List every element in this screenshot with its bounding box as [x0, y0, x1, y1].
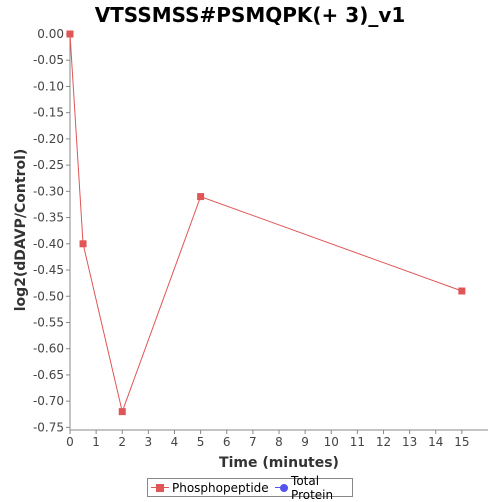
x-tick-label: 12 — [376, 435, 391, 449]
data-point — [66, 30, 74, 38]
y-tick-label: -0.20 — [33, 132, 64, 146]
x-tick-label: 5 — [197, 435, 205, 449]
x-axis-label: Time (minutes) — [219, 455, 339, 471]
x-tick-label: 13 — [402, 435, 417, 449]
x-tick-label: 2 — [118, 435, 126, 449]
x-tick-label: 3 — [145, 435, 153, 449]
x-tick-label: 15 — [454, 435, 469, 449]
x-tick-label: 6 — [223, 435, 231, 449]
y-tick-label: -0.30 — [33, 184, 64, 198]
y-tick-label: -0.10 — [33, 79, 64, 93]
y-tick-label: -0.55 — [33, 315, 64, 329]
y-tick-label: -0.35 — [33, 211, 64, 225]
data-point — [458, 287, 466, 295]
y-tick-label: -0.05 — [33, 53, 64, 67]
y-tick-label: -0.60 — [33, 342, 64, 356]
chart-title: VTSSMSS#PSMQPK(+ 3)_v1 — [94, 3, 406, 27]
legend-item-total-protein: Total Protein — [274, 473, 346, 502]
x-tick-label: 9 — [301, 435, 309, 449]
x-tick-label: 11 — [350, 435, 365, 449]
data-point — [79, 240, 87, 248]
y-tick-label: -0.50 — [33, 289, 64, 303]
x-tick-label: 7 — [249, 435, 257, 449]
y-tick-label: -0.75 — [33, 420, 64, 434]
legend: Phosphopeptide Total Protein — [147, 474, 353, 502]
y-tick-label: 0.00 — [37, 27, 64, 41]
x-tick-label: 10 — [324, 435, 339, 449]
y-tick-label: -0.70 — [33, 394, 64, 408]
y-tick-label: -0.15 — [33, 106, 64, 120]
total-protein-legend-marker — [274, 483, 289, 493]
series-layer — [66, 30, 466, 416]
x-tick-label: 4 — [171, 435, 179, 449]
y-tick-label: -0.45 — [33, 263, 64, 277]
legend-label-phosphopeptide: Phosphopeptide — [172, 480, 269, 495]
x-tick-label: 0 — [66, 435, 74, 449]
data-point — [118, 408, 126, 416]
x-tick-label: 14 — [428, 435, 443, 449]
x-tick-label: 8 — [275, 435, 283, 449]
series-line-0 — [69, 33, 463, 414]
axes: 0.00 -0.05 -0.10 -0.15 -0.20 -0.25 -0.30 -0.35 -… — [33, 27, 488, 449]
y-tick-label: -0.40 — [33, 237, 64, 251]
legend-label-total-protein: Total Protein — [291, 473, 334, 502]
phosphopeptide-legend-marker — [151, 483, 169, 493]
data-point — [197, 193, 205, 201]
y-tick-label: -0.65 — [33, 368, 64, 382]
y-axis-label: log2(dDAVP/Control) — [13, 149, 29, 312]
x-tick-label: 1 — [92, 435, 100, 449]
legend-item-phosphopeptide: Phosphopeptide — [151, 481, 269, 495]
y-tick-label: -0.25 — [33, 158, 64, 172]
